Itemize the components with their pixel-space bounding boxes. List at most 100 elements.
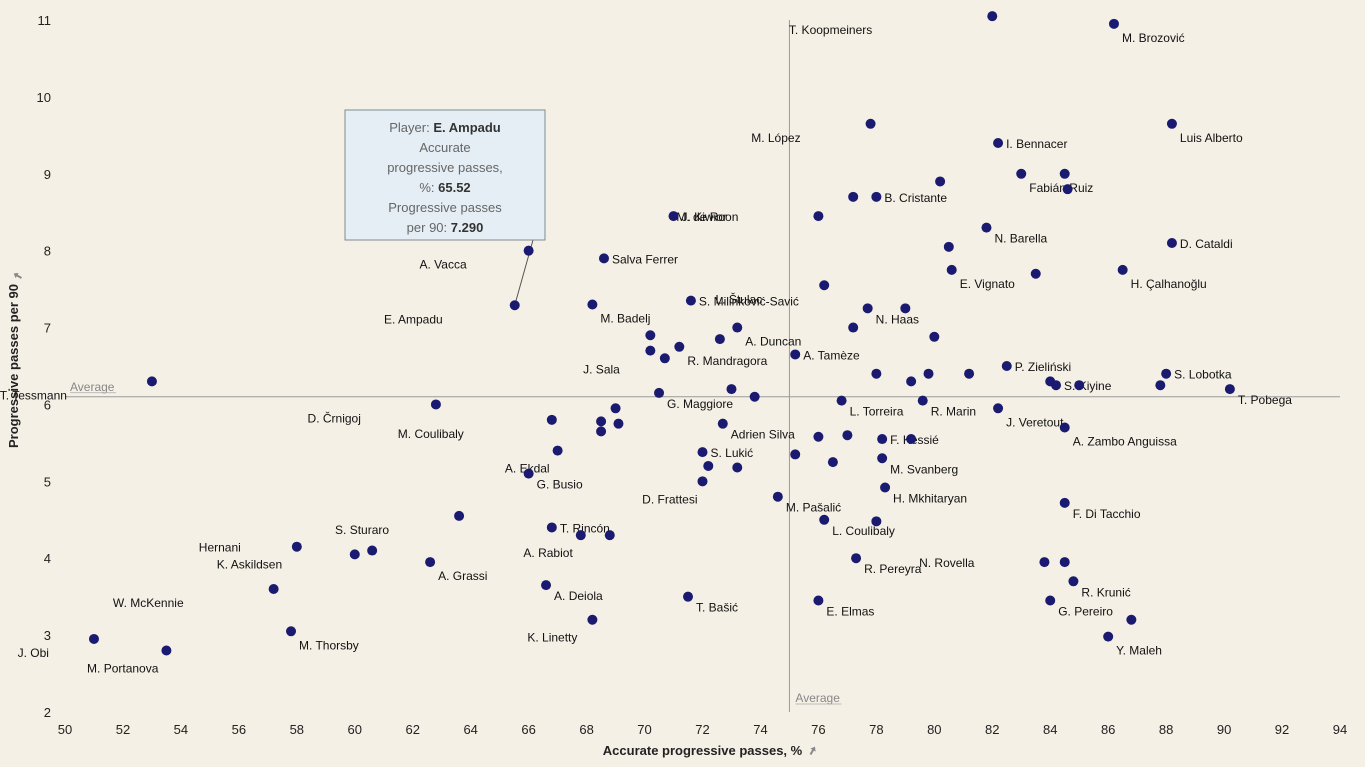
data-point[interactable]: [547, 522, 557, 532]
data-point[interactable]: [1060, 169, 1070, 179]
data-point[interactable]: [524, 469, 534, 479]
data-point[interactable]: [837, 396, 847, 406]
data-point[interactable]: [683, 592, 693, 602]
data-point[interactable]: [645, 330, 655, 340]
data-point[interactable]: [718, 419, 728, 429]
data-point[interactable]: [900, 303, 910, 313]
data-point[interactable]: [851, 553, 861, 563]
data-point[interactable]: [819, 515, 829, 525]
data-point[interactable]: [1103, 632, 1113, 642]
data-point[interactable]: [813, 432, 823, 442]
data-point[interactable]: [848, 323, 858, 333]
data-point[interactable]: [576, 530, 586, 540]
data-point[interactable]: [1109, 19, 1119, 29]
data-point[interactable]: [1063, 184, 1073, 194]
data-point[interactable]: [1155, 380, 1165, 390]
data-point[interactable]: [269, 584, 279, 594]
data-point[interactable]: [871, 516, 881, 526]
data-point[interactable]: [599, 253, 609, 263]
data-point[interactable]: [425, 557, 435, 567]
data-point[interactable]: [993, 403, 1003, 413]
data-point[interactable]: [773, 492, 783, 502]
data-point[interactable]: [944, 242, 954, 252]
data-point[interactable]: [1002, 361, 1012, 371]
data-point[interactable]: [929, 332, 939, 342]
data-point[interactable]: [669, 211, 679, 221]
data-point[interactable]: [987, 11, 997, 21]
data-point[interactable]: [89, 634, 99, 644]
data-point[interactable]: [1060, 557, 1070, 567]
data-point[interactable]: [703, 461, 713, 471]
data-point[interactable]: [1031, 269, 1041, 279]
data-point[interactable]: [828, 457, 838, 467]
data-point[interactable]: [993, 138, 1003, 148]
data-point[interactable]: [964, 369, 974, 379]
data-point[interactable]: [587, 615, 597, 625]
data-point[interactable]: [813, 596, 823, 606]
data-point[interactable]: [871, 192, 881, 202]
data-point[interactable]: [611, 403, 621, 413]
data-point[interactable]: [1074, 380, 1084, 390]
data-point[interactable]: [161, 645, 171, 655]
data-point[interactable]: [715, 334, 725, 344]
data-point[interactable]: [1225, 384, 1235, 394]
data-point[interactable]: [863, 303, 873, 313]
data-point[interactable]: [1039, 557, 1049, 567]
data-point[interactable]: [1167, 119, 1177, 129]
data-point[interactable]: [1161, 369, 1171, 379]
data-point[interactable]: [906, 434, 916, 444]
data-point[interactable]: [732, 462, 742, 472]
data-point[interactable]: [1068, 576, 1078, 586]
data-point[interactable]: [674, 342, 684, 352]
data-point[interactable]: [454, 511, 464, 521]
data-point[interactable]: [613, 419, 623, 429]
data-point[interactable]: [524, 246, 534, 256]
data-point[interactable]: [367, 546, 377, 556]
data-point[interactable]: [842, 430, 852, 440]
data-point[interactable]: [1016, 169, 1026, 179]
data-point[interactable]: [596, 426, 606, 436]
data-point[interactable]: [877, 434, 887, 444]
data-point[interactable]: [510, 300, 520, 310]
data-point[interactable]: [880, 482, 890, 492]
data-point[interactable]: [877, 453, 887, 463]
data-point[interactable]: [587, 299, 597, 309]
data-point[interactable]: [698, 476, 708, 486]
data-point[interactable]: [750, 392, 760, 402]
data-point[interactable]: [596, 416, 606, 426]
data-point[interactable]: [866, 119, 876, 129]
data-point[interactable]: [660, 353, 670, 363]
data-point[interactable]: [848, 192, 858, 202]
data-point[interactable]: [1060, 498, 1070, 508]
data-point[interactable]: [918, 396, 928, 406]
data-point[interactable]: [350, 549, 360, 559]
data-point[interactable]: [1126, 615, 1136, 625]
data-point[interactable]: [286, 626, 296, 636]
data-point[interactable]: [924, 369, 934, 379]
data-point[interactable]: [654, 388, 664, 398]
data-point[interactable]: [553, 446, 563, 456]
data-point[interactable]: [935, 176, 945, 186]
data-point[interactable]: [645, 346, 655, 356]
data-point[interactable]: [431, 399, 441, 409]
data-point[interactable]: [1051, 380, 1061, 390]
data-point[interactable]: [813, 211, 823, 221]
data-point[interactable]: [790, 349, 800, 359]
data-point[interactable]: [605, 530, 615, 540]
data-point[interactable]: [686, 296, 696, 306]
data-point[interactable]: [947, 265, 957, 275]
data-point[interactable]: [1060, 423, 1070, 433]
data-point[interactable]: [1167, 238, 1177, 248]
data-point[interactable]: [981, 223, 991, 233]
data-point[interactable]: [541, 580, 551, 590]
data-point[interactable]: [819, 280, 829, 290]
data-point[interactable]: [292, 542, 302, 552]
data-point[interactable]: [790, 449, 800, 459]
data-point[interactable]: [871, 369, 881, 379]
data-point[interactable]: [1045, 596, 1055, 606]
data-point[interactable]: [906, 376, 916, 386]
data-point[interactable]: [732, 323, 742, 333]
data-point[interactable]: [1118, 265, 1128, 275]
data-point[interactable]: [726, 384, 736, 394]
data-point[interactable]: [698, 447, 708, 457]
